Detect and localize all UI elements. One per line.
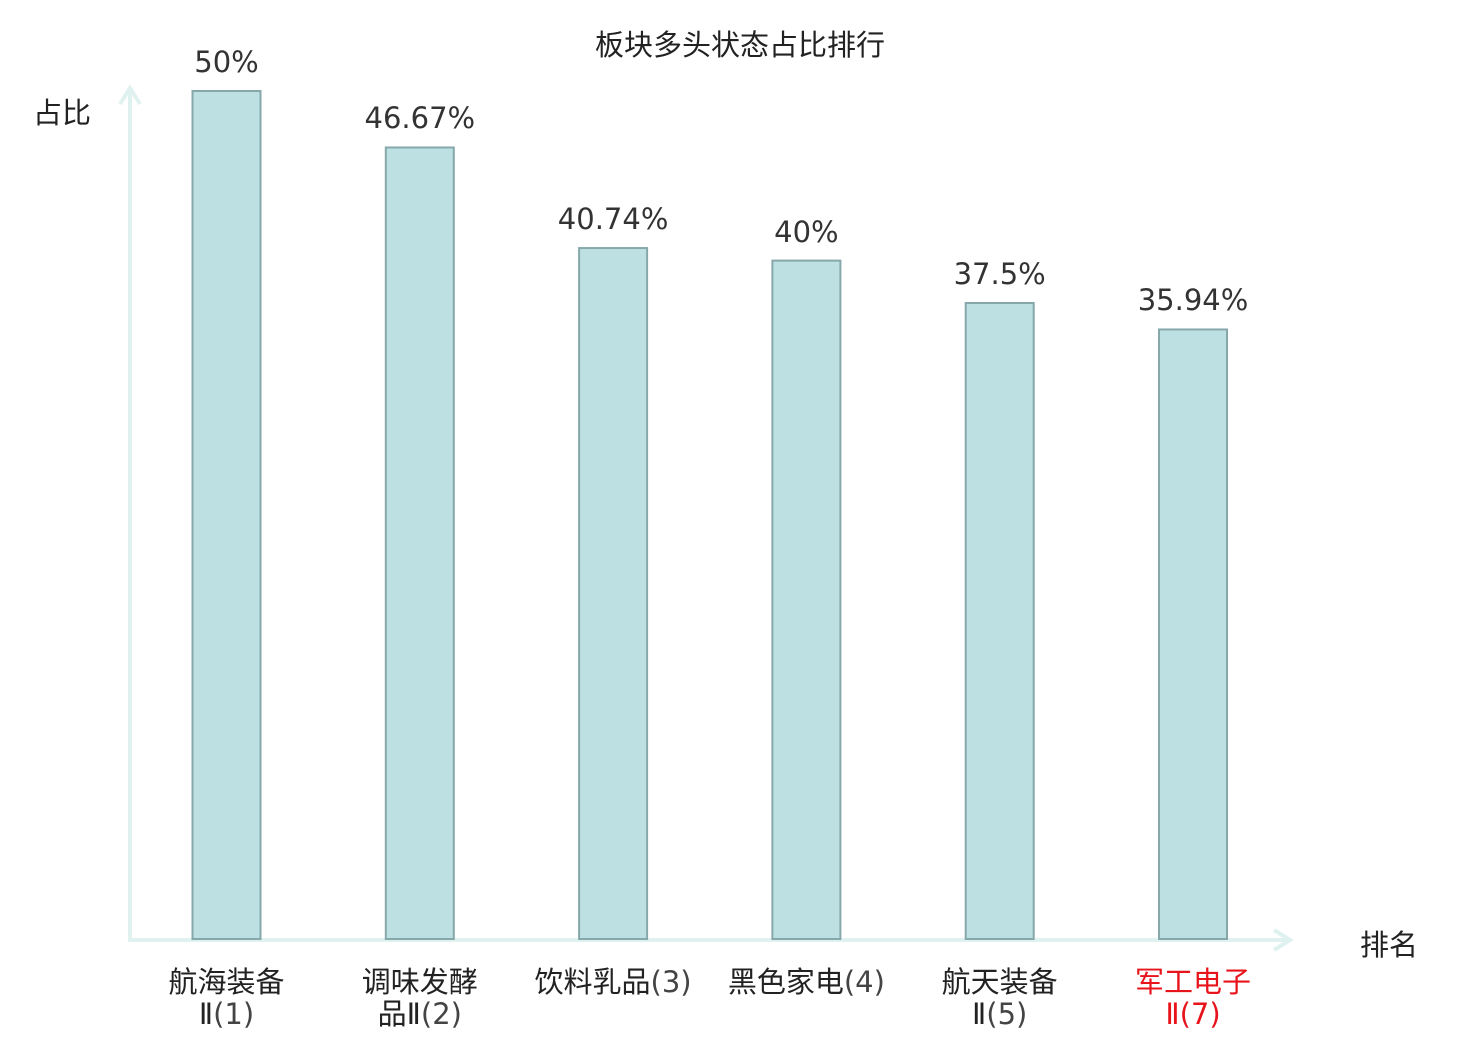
data-label: 40% — [774, 214, 839, 249]
x-tick-label-line: 军工电子 — [1134, 965, 1251, 999]
bar — [771, 259, 842, 941]
bar — [578, 247, 649, 940]
x-tick-label-line: 饮料乳品(3) — [534, 965, 692, 999]
data-label: 37.5% — [953, 257, 1046, 291]
x-tick-label-line: 黑色家电(4) — [727, 965, 885, 999]
x-tick-label-line: 调味发酵 — [361, 965, 478, 999]
data-label: 50% — [194, 45, 259, 79]
x-tick-rank: (7) — [1179, 997, 1221, 1031]
x-tick-label: 军工电子 Ⅱ(7) — [1093, 966, 1293, 1030]
x-axis-label: 排名 — [1360, 928, 1419, 962]
y-axis-label: 占比 — [33, 96, 92, 130]
x-tick-label-line: 航天装备 — [941, 965, 1058, 999]
x-tick-rank: (2) — [420, 997, 462, 1031]
bar — [964, 302, 1035, 940]
x-tick-rank: (4) — [843, 965, 885, 999]
x-tick-label-line: 航海装备 — [168, 965, 285, 999]
x-tick-rank: (1) — [213, 997, 255, 1031]
data-label: 35.94% — [1137, 283, 1249, 318]
y-axis-arrow — [118, 84, 142, 106]
bar — [1158, 328, 1228, 941]
data-label: 46.67% — [364, 101, 476, 136]
x-tick-rank: (3) — [650, 965, 692, 999]
bar — [384, 146, 455, 940]
x-tick-label: 调味发酵 品Ⅱ(2) — [320, 966, 520, 1030]
x-axis-arrow — [1272, 928, 1294, 952]
x-tick-label-line: Ⅱ(7) — [1165, 997, 1221, 1031]
x-tick-label-line: Ⅱ(1) — [198, 997, 255, 1031]
x-tick-label-line: Ⅱ(5) — [972, 997, 1028, 1031]
x-tick-label: 航海装备 Ⅱ(1) — [127, 966, 327, 1030]
x-tick-label: 航天装备 Ⅱ(5) — [900, 966, 1100, 1030]
data-label: 40.74% — [557, 202, 669, 237]
x-tick-label-line: 品Ⅱ(2) — [377, 997, 462, 1031]
x-tick-label: 饮料乳品(3) — [513, 966, 713, 998]
bar — [191, 90, 262, 940]
x-tick-label: 黑色家电(4) — [706, 966, 906, 998]
x-tick-rank: (5) — [986, 997, 1028, 1031]
chart-title: 板块多头状态占比排行 — [594, 28, 885, 62]
